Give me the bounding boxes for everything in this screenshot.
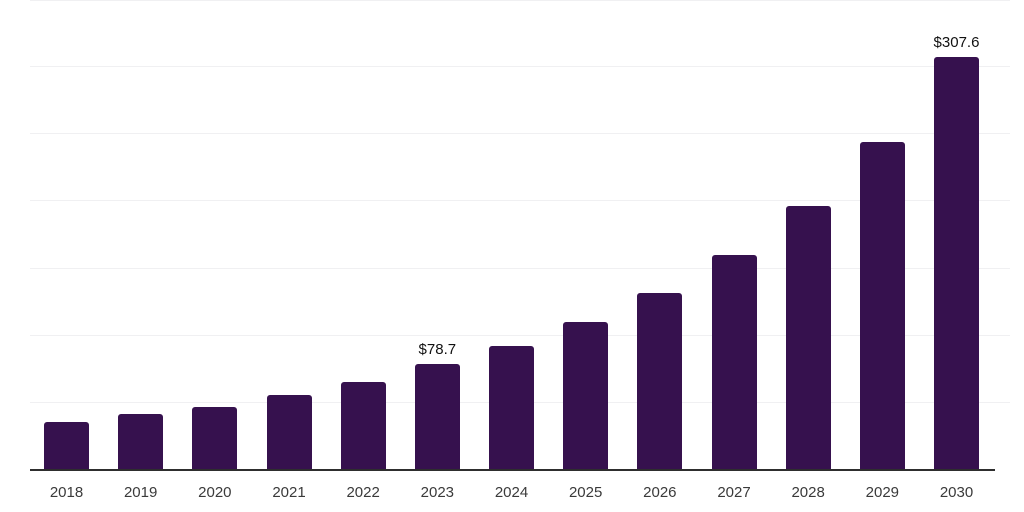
bar-2023 xyxy=(414,364,460,470)
bar-2025 xyxy=(563,322,609,470)
gridline xyxy=(30,66,1010,67)
bar-2026 xyxy=(637,292,683,470)
x-axis-label-2018: 2018 xyxy=(49,484,84,501)
x-axis-label-2028: 2028 xyxy=(791,484,825,501)
bar-2027 xyxy=(711,255,757,470)
x-axis-label-2023: 2023 xyxy=(420,484,455,501)
bar-2028 xyxy=(785,206,831,470)
x-axis-line xyxy=(30,469,995,471)
gridline xyxy=(30,133,1010,134)
bar-2030 xyxy=(934,56,979,470)
bar-2022 xyxy=(340,382,386,470)
x-axis-label-2029: 2029 xyxy=(865,484,900,501)
x-axis-label-2030: 2030 xyxy=(939,484,974,501)
gridline xyxy=(30,200,1010,201)
bar-2029 xyxy=(859,141,905,470)
gridline xyxy=(30,335,1010,336)
bar-value-label-2030: $307.6 xyxy=(933,33,980,51)
bar-2018 xyxy=(44,421,89,470)
bar-2021 xyxy=(266,395,312,470)
bar-value-label-2023: $78.7 xyxy=(418,341,457,359)
x-axis-label-2022: 2022 xyxy=(346,484,380,501)
gridline xyxy=(30,0,1010,1)
bar-2024 xyxy=(489,346,534,470)
x-axis-label-2020: 2020 xyxy=(198,484,232,501)
bar-2020 xyxy=(192,406,238,470)
x-axis-label-2025: 2025 xyxy=(568,484,603,501)
x-axis-label-2027: 2027 xyxy=(717,484,751,501)
gridline xyxy=(30,268,1010,269)
x-axis-label-2021: 2021 xyxy=(272,484,306,501)
x-axis-label-2024: 2024 xyxy=(494,484,529,501)
x-axis-label-2026: 2026 xyxy=(643,484,677,501)
bar-2019 xyxy=(118,414,164,470)
x-axis-label-2019: 2019 xyxy=(123,484,158,501)
